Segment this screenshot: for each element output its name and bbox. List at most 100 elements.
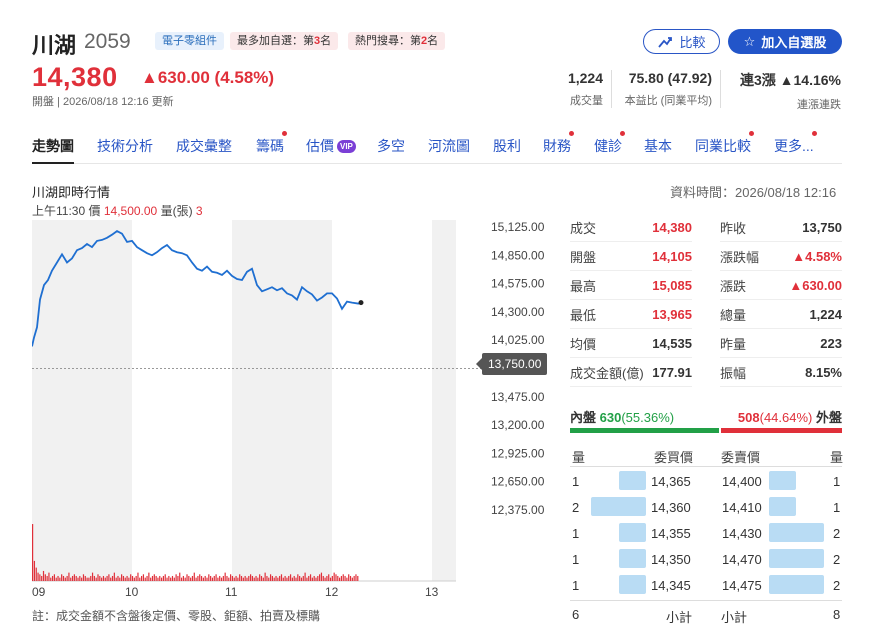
volume-bar (269, 574, 272, 581)
volume-bar (91, 572, 94, 581)
quote-left-value: 15,085 (652, 277, 692, 293)
volume-bar (295, 577, 297, 581)
volume-bar (57, 575, 59, 581)
tab-river-chart[interactable]: 河流圖 (428, 136, 470, 164)
volume-bar (33, 560, 36, 581)
volume-bar (137, 572, 139, 581)
intraday-chart[interactable]: 15,125.00 14,850.00 14,575.00 14,300.00 14,0… (32, 220, 560, 600)
compare-button[interactable]: 比較 (643, 29, 720, 54)
tab-label: 多空 (377, 138, 405, 154)
quote-left-label: 成交金額(億) (570, 365, 644, 381)
tab-health-check[interactable]: 健診 (594, 131, 625, 164)
notification-dot (569, 131, 574, 136)
tab-label: 成交彙整 (176, 138, 232, 154)
tab-chips[interactable]: 籌碼 (256, 131, 287, 164)
volume-bar (320, 572, 323, 581)
quote-left-label: 最高 (570, 278, 597, 294)
volume-bar (102, 575, 105, 581)
tab-more[interactable]: 更多... (774, 131, 817, 164)
notification-dot (282, 131, 287, 136)
volume-bar (282, 577, 284, 581)
stat-divider (720, 70, 721, 108)
volume-bar (235, 575, 237, 581)
x-tick-label: 12 (325, 585, 339, 599)
tab-label: 基本 (644, 138, 672, 154)
tab-financial[interactable]: 財務 (543, 131, 574, 164)
volume-bar (277, 577, 279, 581)
x-tick-label: 09 (32, 585, 46, 599)
industry-badge[interactable]: 電子零組件 (155, 32, 224, 50)
volume-bar (284, 575, 286, 581)
data-time: 資料時間：2026/08/18 12:16 (670, 185, 837, 200)
volume-bar (150, 577, 152, 581)
watchlist-rank-badge[interactable]: 最多加自選：第3名 (230, 32, 339, 50)
bid-qty: 1 (572, 474, 580, 489)
ask-price: 14,475 (722, 578, 762, 593)
volume-bar (153, 574, 155, 581)
quote-left-label: 最低 (570, 307, 597, 323)
volume-bar (268, 577, 270, 581)
volume-bar (179, 572, 181, 581)
ask-qty: 2 (833, 526, 841, 541)
quote-right-row: 昨量 223 (720, 329, 842, 358)
volume-bar (197, 575, 199, 581)
volume-bar (222, 575, 224, 581)
y-tick-label: 13,475.00 (491, 390, 545, 404)
tab-trade-summary[interactable]: 成交彙整 (176, 136, 232, 164)
tab-peer-compare[interactable]: 同業比較 (695, 131, 754, 164)
volume-bar (246, 577, 248, 581)
ask-total: 8 (833, 607, 841, 622)
volume-bar (71, 575, 74, 581)
volume-bar (124, 577, 126, 581)
volume-bar (251, 575, 254, 581)
tab-valuation[interactable]: 估價 VIP (306, 136, 356, 164)
volume-bar (273, 577, 275, 581)
volume-bar (162, 575, 164, 581)
vip-badge: VIP (337, 140, 356, 153)
volume-bar (264, 572, 266, 581)
volume-bar (288, 575, 290, 581)
quote-left-row: 開盤 14,105 (570, 242, 692, 271)
tab-label: 健診 (594, 138, 622, 154)
volume-bar (151, 575, 154, 581)
tab-label: 河流圖 (428, 138, 470, 154)
volume-bar (226, 575, 228, 581)
x-tick-label: 13 (425, 585, 439, 599)
prev-close-tag: 13,750.00 (475, 353, 548, 375)
tab-dividend[interactable]: 股利 (493, 136, 521, 164)
volume-bar (248, 575, 250, 581)
tab-trend[interactable]: 走勢圖 (32, 136, 74, 164)
quote-left-label: 成交 (570, 220, 597, 236)
volume-bar (144, 577, 146, 581)
ask-qty: 2 (833, 578, 841, 593)
bid-volume-bar (619, 471, 646, 490)
tab-label: 籌碼 (256, 138, 284, 154)
volume-bar (300, 577, 303, 581)
compare-label: 比較 (679, 35, 706, 50)
volume-bar (51, 575, 54, 581)
volume-bar (215, 574, 217, 581)
volume-bar (148, 572, 150, 581)
tab-basic[interactable]: 基本 (644, 136, 672, 164)
volume-bar (177, 575, 179, 581)
tab-long-short[interactable]: 多空 (377, 136, 405, 164)
volume-bar (233, 577, 235, 581)
volume-bar (141, 575, 143, 581)
pe-ratio-stat: 75.80 (47.92) 本益比 (同業平均) (625, 70, 712, 108)
search-rank-badge[interactable]: 熱門搜尋：第2名 (348, 32, 446, 50)
volume-bar (128, 577, 130, 581)
tab-label: 走勢圖 (32, 138, 74, 154)
volume-bar (257, 577, 259, 581)
volume-bar (293, 575, 295, 581)
add-to-watchlist-button[interactable]: ☆ 加入自選股 (728, 29, 842, 54)
watchlist-rank-prefix: 最多加自選：第 (237, 35, 314, 47)
volume-bar (275, 575, 277, 581)
y-tick-label: 15,125.00 (491, 220, 545, 234)
bid-qty: 1 (572, 526, 580, 541)
quote-left-row: 成交 14,380 (570, 213, 692, 242)
tab-technical[interactable]: 技術分析 (97, 136, 153, 164)
volume-bar (121, 574, 123, 581)
quote-right-row: 總量 1,224 (720, 300, 842, 329)
notification-dot (811, 131, 817, 136)
ask-price-header: 委賣價 (721, 450, 761, 465)
